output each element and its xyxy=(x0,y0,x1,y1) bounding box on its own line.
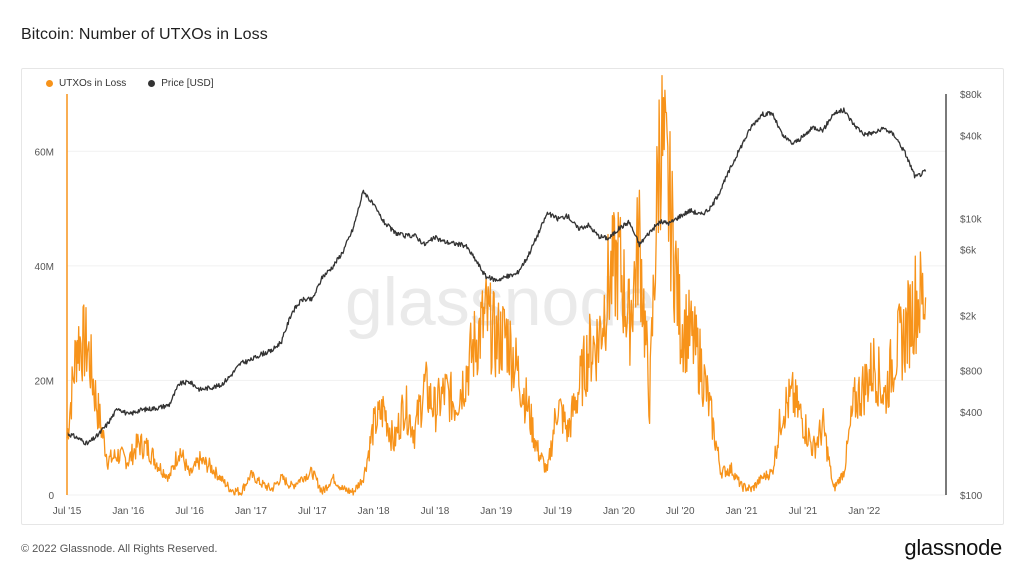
chart-axes: Jul '15 Jan '16 Jul '16 Jan '17 Jul '17 Jan '… xyxy=(35,90,983,517)
y-right-tick-label: $10k xyxy=(960,215,983,226)
legend-swatch-utxos xyxy=(46,80,53,87)
y-right-tick-label: $2k xyxy=(960,311,977,322)
y-right-tick-label: $80k xyxy=(960,90,983,101)
y-left-tick-label: 40M xyxy=(35,262,54,273)
page-title: Bitcoin: Number of UTXOs in Loss xyxy=(21,26,268,43)
y-right-tick-label: $6k xyxy=(960,245,977,256)
brand-logo[interactable]: glassnode xyxy=(904,535,1002,560)
x-tick-label: Jul '17 xyxy=(298,506,327,517)
series-price xyxy=(66,107,927,446)
x-tick-label: Jan '18 xyxy=(358,506,390,517)
x-tick-label: Jul '15 xyxy=(53,506,82,517)
x-tick-label: Jan '16 xyxy=(112,506,144,517)
x-tick-label: Jul '19 xyxy=(543,506,572,517)
x-tick-label: Jan '20 xyxy=(603,506,635,517)
x-tick-label: Jan '21 xyxy=(726,506,758,517)
y-right-tick-label: $800 xyxy=(960,366,983,377)
chart-grid xyxy=(67,150,946,496)
y-right-tick-label: $400 xyxy=(960,408,983,419)
x-tick-label: Jul '20 xyxy=(666,506,695,517)
x-tick-label: Jan '19 xyxy=(480,506,512,517)
copyright-text: © 2022 Glassnode. All Rights Reserved. xyxy=(21,543,218,555)
legend-item-utxos[interactable]: UTXOs in Loss xyxy=(46,78,126,89)
x-tick-label: Jul '18 xyxy=(421,506,450,517)
series-utxos-in-loss xyxy=(66,74,927,496)
y-left-tick-label: 0 xyxy=(48,491,54,502)
chart-card xyxy=(21,68,1004,525)
legend-item-price[interactable]: Price [USD] xyxy=(148,78,213,89)
legend-swatch-price xyxy=(148,80,156,87)
x-tick-label: Jul '16 xyxy=(175,506,204,517)
y-right-tick-label: $40k xyxy=(960,132,983,143)
series-line-utxos[interactable] xyxy=(66,74,927,496)
x-tick-label: Jan '17 xyxy=(235,506,267,517)
x-tick-label: Jul '21 xyxy=(789,506,818,517)
chart-legend: UTXOs in Loss Price [USD] xyxy=(46,78,235,89)
y-right-tick-label: $100 xyxy=(960,491,983,502)
x-tick-label: Jan '22 xyxy=(848,506,880,517)
legend-label-price: Price [USD] xyxy=(161,78,214,89)
legend-label-utxos: UTXOs in Loss xyxy=(59,78,127,89)
y-left-tick-label: 20M xyxy=(35,376,54,387)
series-line-price[interactable] xyxy=(66,107,927,446)
y-left-tick-label: 60M xyxy=(35,147,54,158)
